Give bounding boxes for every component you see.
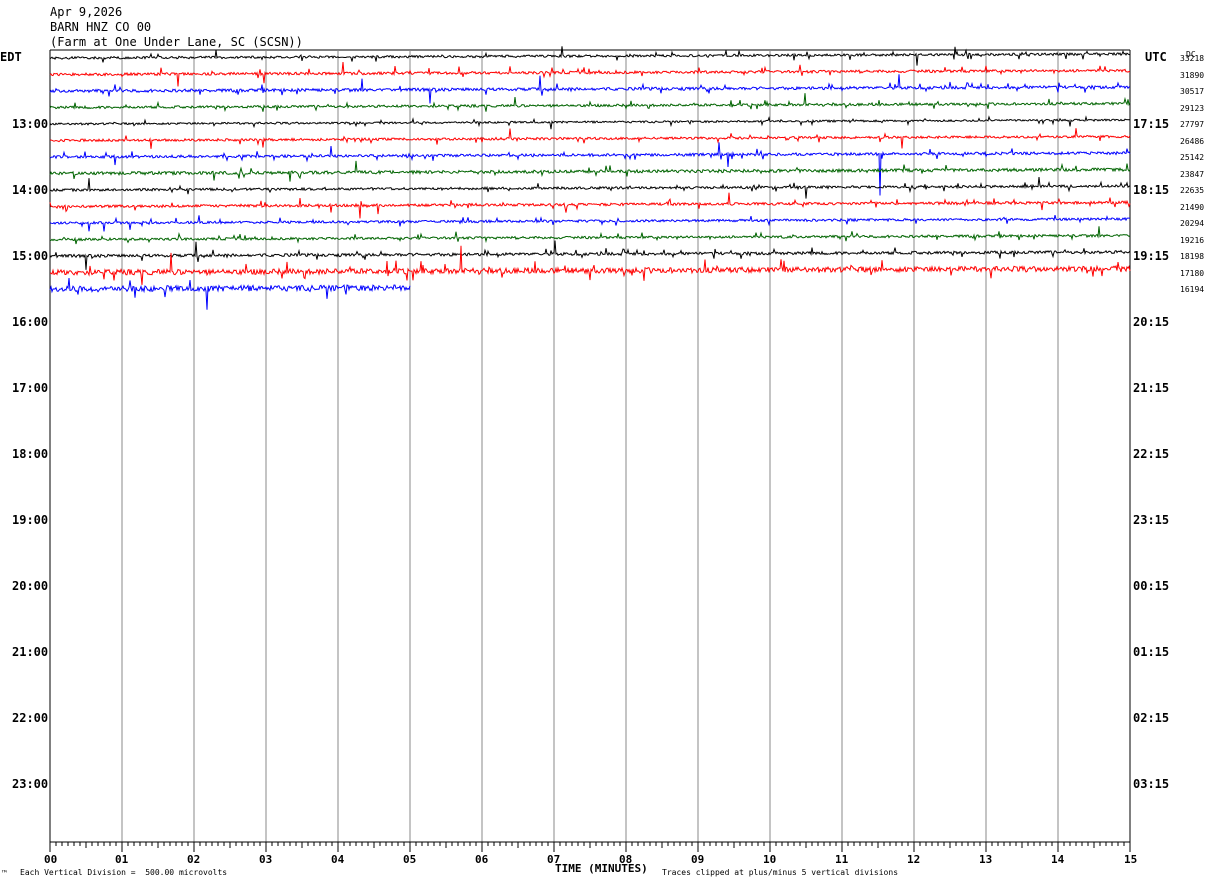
- x-tick-label: 00: [44, 853, 58, 866]
- utc-hour-label: 17:15: [1133, 117, 1170, 131]
- utc-hour-label: 00:15: [1133, 579, 1170, 593]
- corner-mark: ™: [2, 869, 7, 878]
- utc-hour-label: 20:15: [1133, 315, 1170, 329]
- trace-line-11: [49, 226, 1131, 245]
- dc-offset-value: 22635: [1180, 186, 1205, 195]
- x-tick-label: 11: [835, 853, 849, 866]
- clip-note: Traces clipped at plus/minus 5 vertical …: [662, 868, 899, 877]
- station-code: BARN HNZ CO 00: [50, 20, 152, 34]
- trace-line-5: [49, 128, 1131, 149]
- trace-line-13: [50, 245, 1131, 285]
- local-hour-label: 20:00: [12, 579, 49, 593]
- trace-line-7: [49, 160, 1131, 182]
- dc-offset-value: 31890: [1180, 70, 1205, 80]
- local-hour-label: 23:00: [12, 777, 49, 791]
- x-tick-label: 08: [619, 853, 633, 866]
- trace-line-2: [49, 74, 1131, 104]
- x-tick-label: 01: [115, 853, 129, 866]
- x-axis-title: TIME (MINUTES): [555, 862, 648, 875]
- x-tick-label: 15: [1124, 853, 1138, 866]
- x-tick-label: 09: [691, 853, 705, 866]
- x-tick-label: 14: [1051, 853, 1065, 866]
- trace-line-4: [49, 115, 1131, 130]
- utc-hour-label: 03:15: [1133, 777, 1170, 791]
- local-hour-label: 15:00: [12, 249, 49, 263]
- utc-hour-label: 18:15: [1133, 183, 1170, 197]
- dc-offset-value: 21490: [1180, 202, 1205, 212]
- local-hour-label: 18:00: [12, 447, 49, 461]
- x-tick-label: 13: [979, 853, 993, 866]
- dc-label: DC: [1186, 50, 1196, 59]
- dc-offset-value: 30517: [1180, 87, 1205, 96]
- x-tick-label: 04: [331, 853, 345, 866]
- trace-line-8: [49, 177, 1131, 199]
- x-tick-label: 06: [475, 853, 489, 866]
- trace-line-14: [49, 278, 411, 310]
- right-axis-label: UTC: [1145, 50, 1167, 64]
- utc-hour-label: 23:15: [1133, 513, 1170, 527]
- dc-offset-value: 17180: [1180, 268, 1205, 278]
- x-tick-label: 03: [259, 853, 273, 866]
- local-hour-label: 22:00: [12, 711, 49, 725]
- x-tick-label: 02: [187, 853, 201, 866]
- x-tick-label: 07: [547, 853, 561, 866]
- dc-offset-value: 20294: [1180, 219, 1205, 228]
- trace-line-3: [49, 93, 1131, 113]
- utc-hour-label: 02:15: [1133, 711, 1170, 725]
- local-hour-label: 19:00: [12, 513, 49, 527]
- dc-offset-value: 18198: [1180, 252, 1205, 261]
- trace-line-6: [49, 142, 1131, 196]
- utc-hour-label: 22:15: [1133, 447, 1170, 461]
- chart-date: Apr 9,2026: [50, 5, 123, 19]
- trace-line-1: [49, 62, 1130, 87]
- local-hour-label: 14:00: [12, 183, 49, 197]
- dc-offset-value: 16194: [1180, 285, 1205, 294]
- grid-layer: [49, 49, 1131, 842]
- dc-offset-value: 19216: [1180, 235, 1205, 245]
- left-axis-label: EDT: [0, 50, 22, 64]
- trace-line-10: [49, 214, 1130, 232]
- x-axis: [49, 841, 1131, 852]
- dc-offset-value: 26486: [1180, 136, 1205, 146]
- dc-offset-value: 27797: [1180, 120, 1205, 129]
- division-note: Each Vertical Division = 500.00 microvol…: [20, 868, 228, 877]
- dc-offset-value: 23847: [1180, 169, 1205, 179]
- dc-offset-value: 33218: [1180, 54, 1205, 63]
- trace-layer: [49, 46, 1131, 310]
- utc-hour-label: 19:15: [1133, 249, 1170, 263]
- utc-hour-label: 21:15: [1133, 381, 1170, 395]
- utc-hour-label: 01:15: [1133, 645, 1170, 659]
- local-hour-label: 21:00: [12, 645, 49, 659]
- x-tick-label: 10: [763, 853, 777, 866]
- dc-offset-value: 29123: [1180, 103, 1205, 113]
- trace-line-12: [49, 240, 1131, 270]
- trace-line-0: [49, 46, 1131, 66]
- trace-line-9: [49, 192, 1131, 219]
- x-tick-label: 12: [907, 853, 921, 866]
- local-hour-label: 16:00: [12, 315, 49, 329]
- dc-offset-value: 25142: [1180, 153, 1205, 162]
- local-hour-label: 17:00: [12, 381, 49, 395]
- x-tick-label: 05: [403, 853, 417, 866]
- station-location: (Farm at One Under Lane, SC (SCSN)): [50, 35, 303, 49]
- local-hour-label: 13:00: [12, 117, 49, 131]
